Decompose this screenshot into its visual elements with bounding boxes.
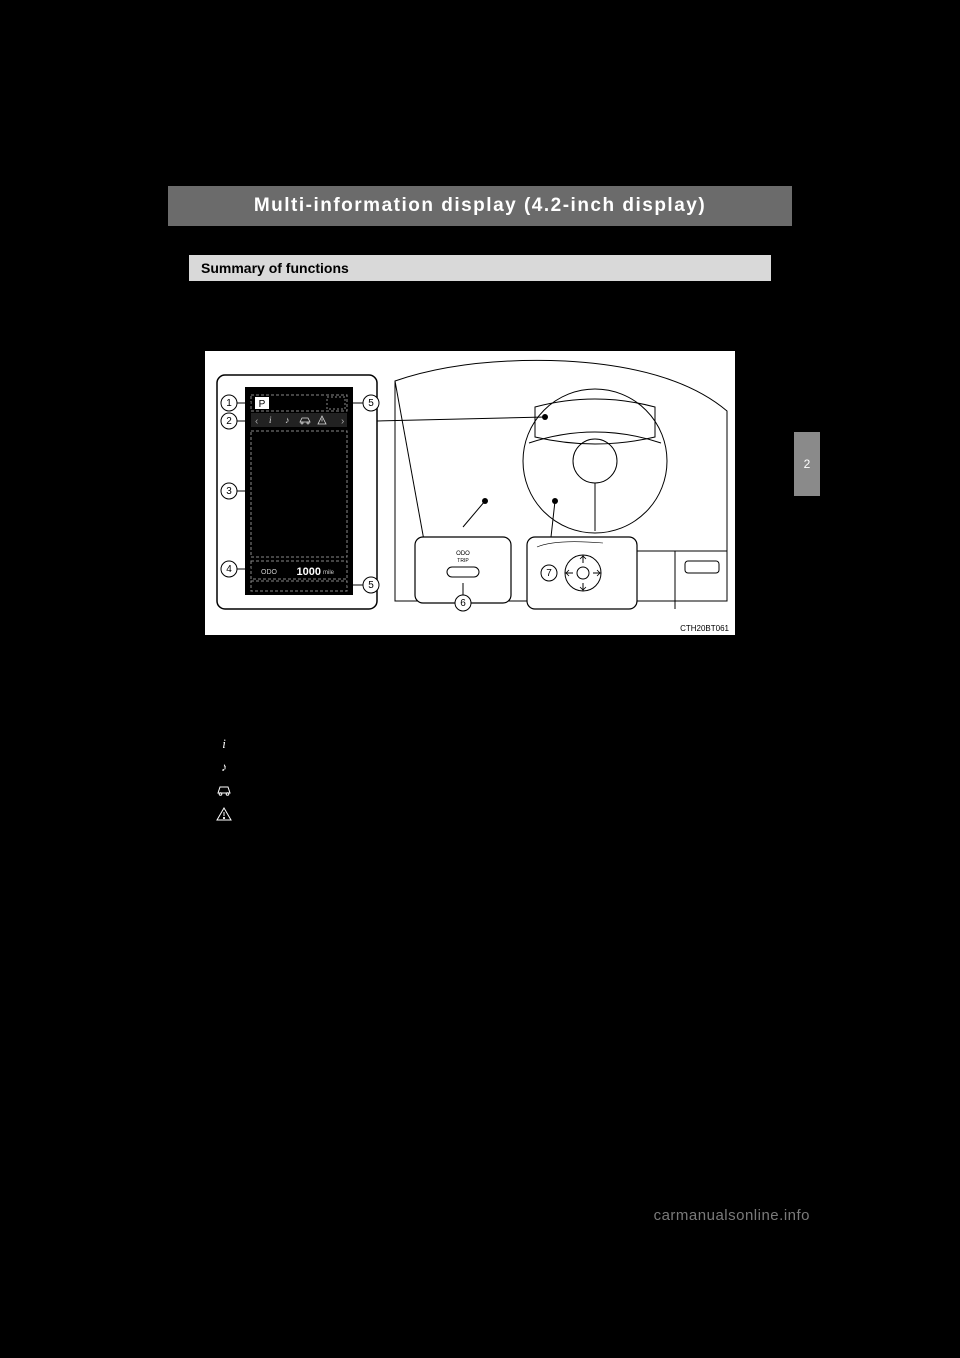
svg-text:‹: ‹ (255, 416, 258, 427)
manual-page: 2-2. Instrument cluster 105 Multi-inform… (160, 145, 800, 1005)
intro-paragraph: The multi-information display presents t… (188, 296, 772, 336)
menu-icon-text: Warning messages (→P. 571) (242, 804, 407, 823)
chapter-number: 2 (804, 457, 811, 471)
callout-number: 4 (188, 918, 206, 936)
callout-number: 5 (188, 942, 206, 960)
section-path: 2-2. Instrument cluster (164, 145, 273, 157)
callout-label: Shift position and shift range (→P. 220) (214, 648, 439, 663)
chapter-label: Instrument cluster (794, 500, 820, 620)
svg-text:5: 5 (368, 580, 374, 591)
callout-list: 1 Shift position and shift range (→P. 22… (188, 646, 772, 1000)
header-rule (160, 163, 800, 164)
svg-text:ODO: ODO (456, 551, 470, 557)
svg-text:7: 7 (546, 568, 552, 579)
diagram: P ‹ i ♪ › (204, 350, 736, 636)
p-indicator: P (259, 399, 266, 410)
info-icon: i (214, 735, 234, 751)
callout-item: 5 Outside temperature (→P. 444)/Dynamic … (188, 941, 772, 1000)
section-subheading: Summary of functions (188, 254, 772, 282)
menu-icon-list: i Drive information (→P. 107) ♪ Audio sy… (214, 734, 772, 824)
footer-doc-code: CAMRY_HV_U (OM33B79U) (160, 1213, 274, 1222)
menu-icon-text: Audio system display (→P. 113) (242, 757, 417, 776)
menu-icon-row: ♪ Audio system display (→P. 113) (214, 757, 772, 776)
warning-icon (214, 806, 234, 822)
callout-note: Warning or advice pop-up displays are al… (214, 895, 772, 914)
svg-text:1000: 1000 (297, 566, 321, 578)
svg-text:5: 5 (368, 398, 374, 409)
callout-note: • When the dynamic radar cruise control … (214, 963, 772, 1000)
menu-icon-text: Drive monitor (→P. 113) (242, 781, 374, 800)
menu-icon-row: i Drive information (→P. 107) (214, 734, 772, 753)
svg-text:♪: ♪ (221, 760, 227, 774)
menu-icon-text: Drive information (→P. 107) (242, 734, 395, 753)
svg-text:mile: mile (323, 570, 335, 576)
chapter-tab: 2 (794, 432, 820, 496)
svg-text:6: 6 (460, 598, 466, 609)
watermark: carmanualsonline.info (654, 1207, 810, 1224)
callout-note: Displays the following depending on whic… (214, 693, 772, 730)
svg-text:i: i (222, 736, 226, 751)
page-number: 105 (778, 145, 796, 157)
svg-text:4: 4 (226, 564, 232, 575)
display-popout: P ‹ i ♪ › (217, 375, 377, 609)
svg-text:2: 2 (226, 416, 232, 427)
diagram-code: CTH20BT061 (680, 624, 729, 633)
page-header: 2-2. Instrument cluster 105 (160, 145, 800, 157)
svg-text:TRIP: TRIP (457, 558, 469, 564)
svg-text:›: › (341, 416, 344, 427)
diagram-svg: P ‹ i ♪ › (205, 351, 737, 637)
car-icon (214, 782, 234, 798)
callout-label: Content display area (214, 835, 333, 850)
callout-item: 1 Shift position and shift range (→P. 22… (188, 646, 772, 666)
callout-number: 3 (188, 834, 206, 852)
svg-text:♪: ♪ (285, 415, 290, 425)
callout-number: 1 (188, 647, 206, 665)
svg-text:ODO: ODO (261, 569, 278, 576)
callout-label: Menu icons (214, 672, 280, 687)
callout-item: 4 Odometer/trip meter (→P. 114) (188, 917, 772, 937)
callout-number: 2 (188, 671, 206, 689)
audio-icon: ♪ (214, 759, 234, 775)
callout-item: 3 Content display area By selecting menu… (188, 833, 772, 913)
callout-item: 2 Menu icons Displays the following depe… (188, 670, 772, 829)
svg-text:3: 3 (226, 486, 232, 497)
callout-note: By selecting menu icons on the multi-inf… (214, 855, 772, 892)
page-title: Multi-information display (4.2-inch disp… (168, 186, 792, 226)
svg-text:1: 1 (226, 398, 232, 409)
callout-label: Odometer/trip meter (→P. 114) (214, 919, 391, 934)
menu-icon-row: Warning messages (→P. 571) (214, 804, 772, 823)
steering-switch-popout (527, 498, 637, 609)
menu-icon-row: Drive monitor (→P. 113) (214, 781, 772, 800)
callout-label: Outside temperature (→P. 444)/Dynamic Ra… (214, 943, 635, 958)
